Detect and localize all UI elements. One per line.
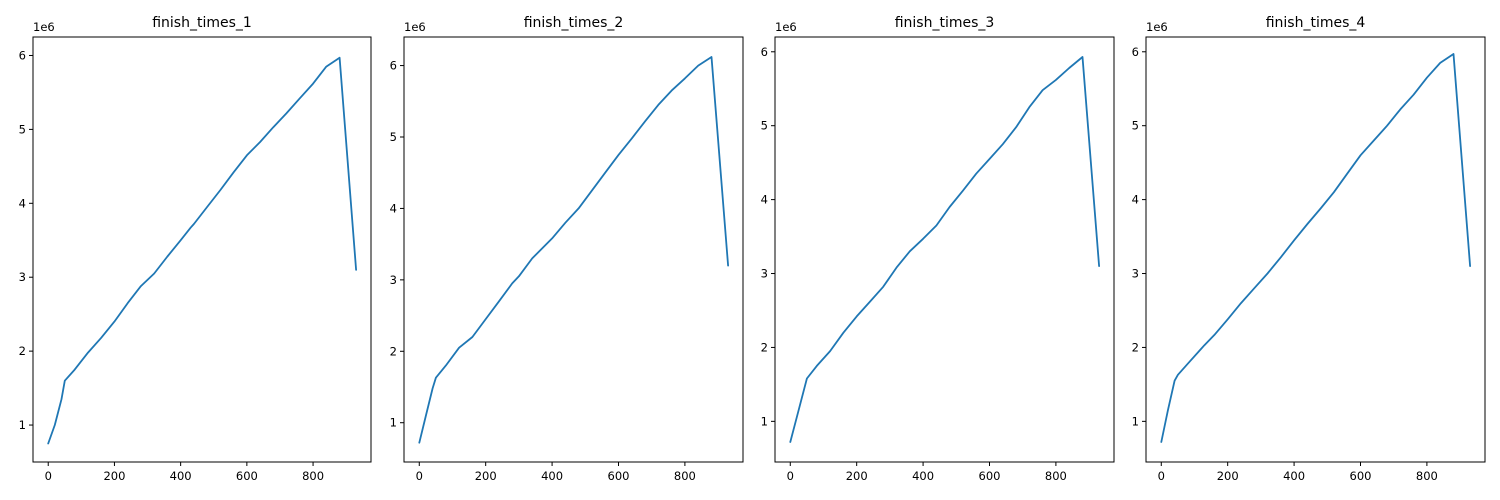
- axes-frame: [32, 36, 372, 463]
- series-line-1: [47, 56, 358, 445]
- x-tick-label: 0: [1158, 469, 1165, 483]
- x-tick-label: 200: [846, 469, 868, 483]
- chart-title: finish_times_1: [152, 15, 252, 31]
- chart-title: finish_times_4: [1266, 15, 1366, 31]
- y-tick-label: 5: [390, 130, 397, 144]
- y-tick-label: 2: [1132, 340, 1139, 354]
- y-tick-label: 4: [1132, 193, 1139, 207]
- axes-frame: [403, 36, 744, 463]
- y-tick-label: 5: [19, 122, 26, 136]
- x-tick-label: 0: [45, 469, 52, 483]
- chart-title: finish_times_3: [895, 15, 995, 31]
- y-offset-label: 1e6: [1146, 20, 1168, 34]
- series-line-1: [418, 56, 729, 444]
- y-tick-label: 5: [1132, 119, 1139, 133]
- x-tick-label: 600: [979, 469, 1001, 483]
- chart-title: finish_times_2: [524, 15, 624, 31]
- x-tick-label: 200: [475, 469, 497, 483]
- y-tick-label: 2: [390, 344, 397, 358]
- y-tick-label: 6: [390, 59, 397, 73]
- y-tick-label: 3: [19, 270, 26, 284]
- y-tick-label: 1: [1132, 414, 1139, 428]
- subplot-2: finish_times_2 1e6 0 200 400 600 800 1 2 3 4 5 6: [390, 15, 744, 483]
- y-tick-label: 2: [19, 344, 26, 358]
- y-tick-label: 4: [761, 193, 768, 207]
- y-tick-label: 1: [390, 416, 397, 430]
- axes-frame: [774, 36, 1115, 463]
- y-tick-label: 6: [19, 48, 26, 62]
- subplot-3: finish_times_3 1e6 0 200 400 600 800 1 2 3 4 5 6: [761, 15, 1115, 483]
- y-tick-label: 4: [390, 201, 397, 215]
- y-tick-label: 6: [761, 45, 768, 59]
- x-tick-label: 800: [674, 469, 696, 483]
- y-tick-label: 6: [1132, 45, 1139, 59]
- y-tick-label: 1: [19, 418, 26, 432]
- x-tick-label: 800: [1416, 469, 1438, 483]
- subplot-1: finish_times_1 1e6 0 200 400 600 800 1 2 3 4 5 6: [19, 15, 372, 483]
- x-tick-label: 400: [170, 469, 192, 483]
- y-tick-label: 3: [390, 273, 397, 287]
- y-tick-label: 5: [761, 119, 768, 133]
- y-offset-label: 1e6: [775, 20, 797, 34]
- axes-frame: [1145, 36, 1486, 463]
- x-tick-label: 800: [1045, 469, 1067, 483]
- x-tick-label: 400: [541, 469, 563, 483]
- x-tick-label: 200: [103, 469, 125, 483]
- series-line-1: [789, 56, 1100, 443]
- y-offset-label: 1e6: [33, 20, 55, 34]
- x-tick-label: 0: [416, 469, 423, 483]
- x-tick-label: 600: [236, 469, 258, 483]
- x-tick-label: 400: [912, 469, 934, 483]
- subplot-4: finish_times_4 1e6 0 200 400 600 800 1 2 3 4 5 6: [1132, 15, 1486, 483]
- series-line-1: [1160, 53, 1471, 443]
- x-tick-label: 600: [1350, 469, 1372, 483]
- y-tick-label: 1: [761, 414, 768, 428]
- x-tick-label: 200: [1217, 469, 1239, 483]
- x-tick-label: 400: [1283, 469, 1305, 483]
- y-tick-label: 3: [761, 267, 768, 281]
- y-offset-label: 1e6: [404, 20, 426, 34]
- y-tick-label: 3: [1132, 267, 1139, 281]
- y-tick-label: 4: [19, 196, 26, 210]
- x-tick-label: 600: [608, 469, 630, 483]
- x-tick-label: 800: [302, 469, 324, 483]
- y-tick-label: 2: [761, 340, 768, 354]
- x-tick-label: 0: [787, 469, 794, 483]
